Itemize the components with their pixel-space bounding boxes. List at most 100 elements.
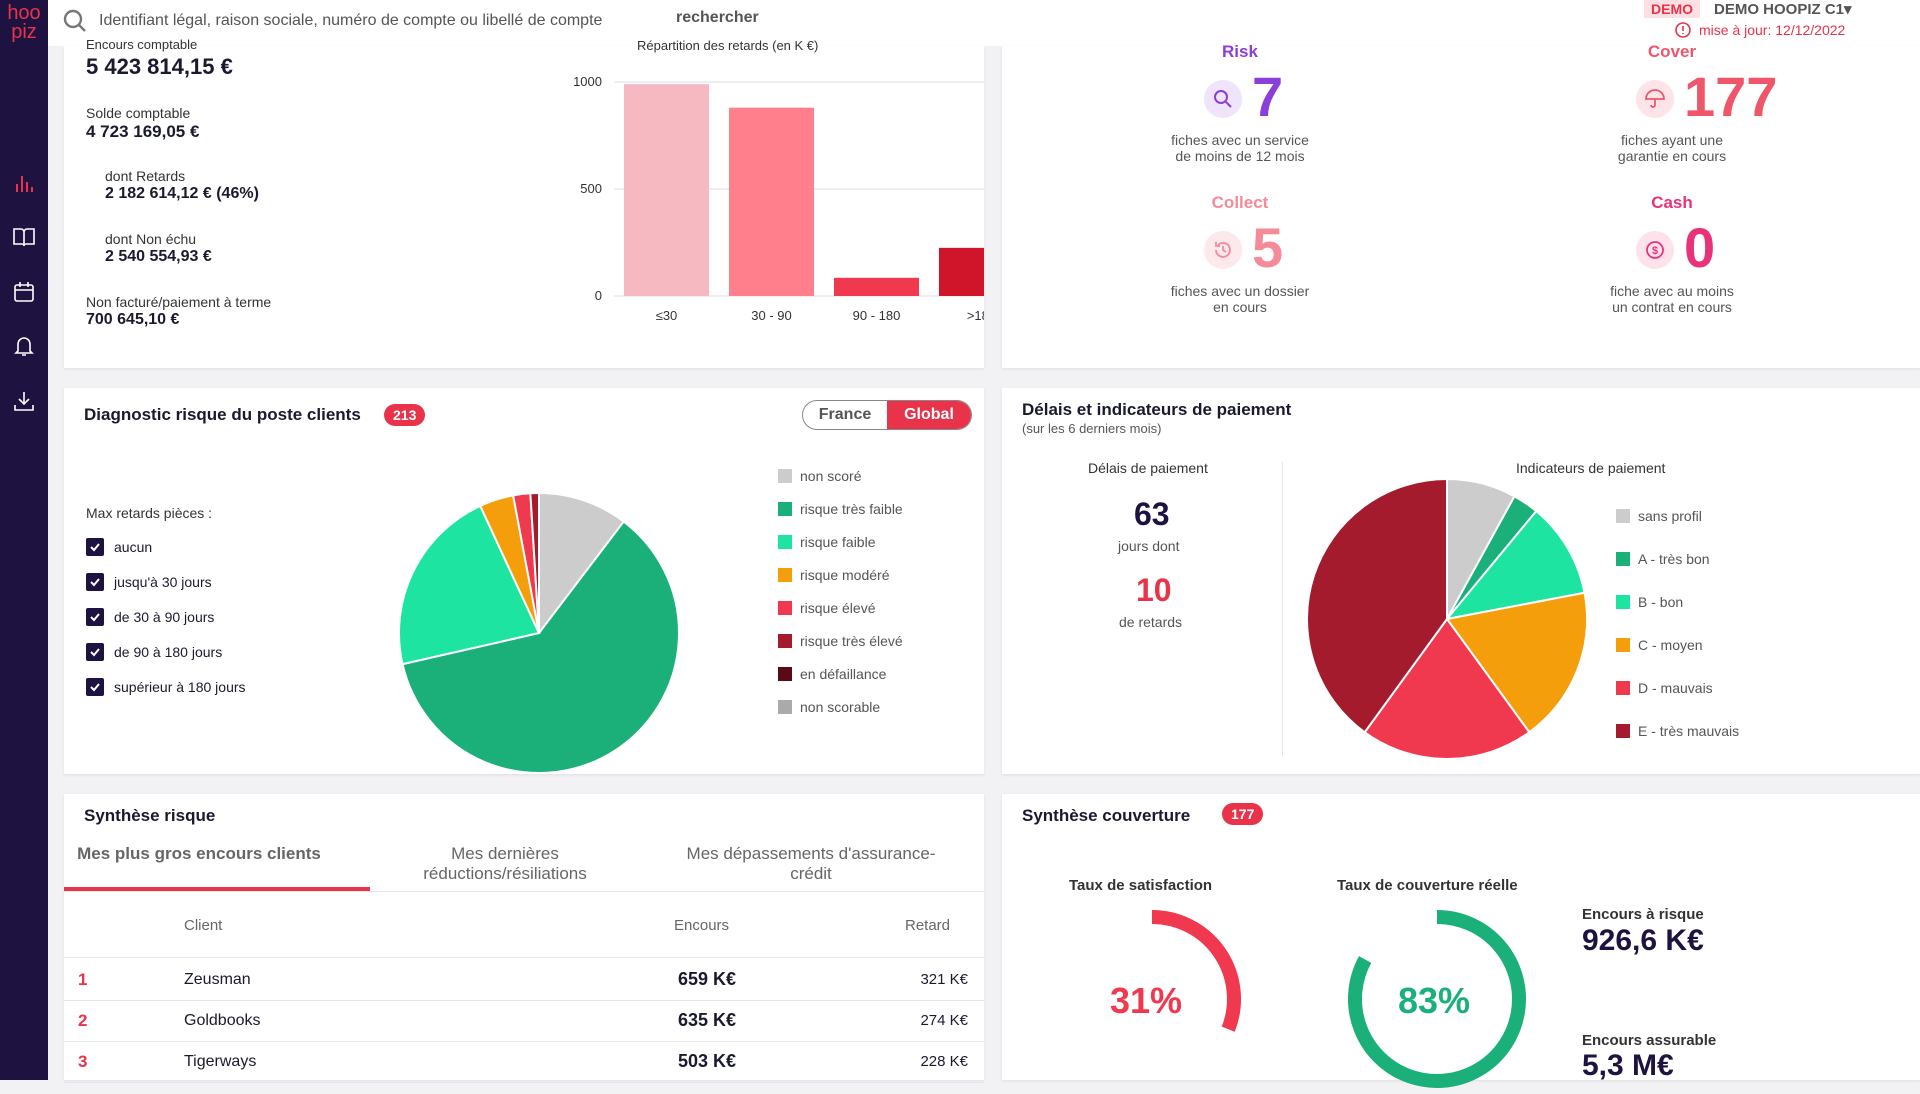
bell-icon[interactable]	[6, 328, 42, 364]
synthese-risque-title: Synthèse risque	[84, 806, 216, 825]
gauge-arc	[1348, 910, 1526, 1088]
checkbox[interactable]	[86, 538, 104, 556]
nonechu-label: dont Non échu	[105, 231, 197, 247]
search-input[interactable]	[99, 9, 699, 33]
tab-depassements[interactable]: Mes dépassements d'assurance-crédit	[686, 844, 936, 883]
toggle-global[interactable]: Global	[887, 401, 971, 429]
kpi-value[interactable]: 177	[1684, 65, 1778, 128]
bar[interactable]	[834, 277, 919, 296]
satisfaction-gauge	[1151, 910, 1241, 1032]
legend-swatch	[1616, 724, 1630, 738]
retards-label: dont Retards	[105, 168, 186, 184]
legend-swatch	[778, 601, 792, 615]
solde-label: Solde comptable	[86, 105, 191, 121]
legend-item[interactable]: C - moyen	[1616, 637, 1703, 653]
bar-chart: 0 500 1000 ≤30 30 - 90 90 - 180 >180	[573, 74, 984, 323]
umbrella-icon	[1636, 80, 1674, 118]
legend-item[interactable]: A - très bon	[1616, 551, 1710, 567]
filter-checkbox-row[interactable]: supérieur à 180 jours	[86, 678, 246, 696]
account-selector[interactable]: DEMO HOOPIZ C1▾	[1714, 1, 1852, 18]
delais-late: 10	[1136, 572, 1172, 608]
row-client[interactable]: Goldbooks	[184, 1012, 261, 1029]
pie-slice[interactable]	[398, 504, 541, 666]
table-row[interactable]: 2 Goldbooks 635 K€ 274 K€	[64, 1001, 984, 1042]
filter-checkbox-row[interactable]: jusqu'à 30 jours	[86, 573, 212, 591]
diagnostic-title: Diagnostic risque du poste clients	[84, 405, 361, 424]
legend-swatch	[778, 535, 792, 549]
pie-slice[interactable]	[1306, 477, 1448, 734]
bar[interactable]	[729, 107, 814, 297]
col-encours: Encours	[674, 917, 730, 934]
legend-item[interactable]: sans profil	[1616, 508, 1702, 524]
row-encours: 503 K€	[677, 1051, 736, 1071]
kpi-value[interactable]: 5	[1252, 216, 1284, 279]
toggle-france[interactable]: France	[818, 406, 872, 423]
legend-swatch	[1616, 509, 1630, 523]
filter-checkbox-row[interactable]: aucun	[86, 538, 152, 556]
pie-slice[interactable]	[1363, 617, 1531, 760]
pie-slice[interactable]	[1445, 591, 1588, 734]
kpi-description: fiches ayant une garantie en cours	[1617, 132, 1727, 164]
legend-item[interactable]: risque très élevé	[778, 633, 903, 649]
encours-assurable-label: Encours assurable	[1582, 1032, 1717, 1049]
legend-label: sans profil	[1638, 508, 1702, 524]
legend-item[interactable]: non scoré	[778, 468, 861, 484]
pie-slice[interactable]	[538, 491, 626, 636]
filter-checkbox-row[interactable]: de 30 à 90 jours	[86, 608, 214, 626]
legend-item[interactable]: risque modéré	[778, 567, 890, 583]
checkbox[interactable]	[86, 573, 104, 591]
y-tick-label: 500	[580, 181, 602, 196]
pie-slice[interactable]	[529, 491, 540, 634]
legend-label: E - très mauvais	[1638, 723, 1740, 739]
bar[interactable]	[939, 247, 984, 296]
bar[interactable]	[624, 84, 709, 296]
top-bar: rechercher DEMO DEMO HOOPIZ C1▾ mise à j…	[48, 0, 1920, 46]
row-encours: 659 K€	[677, 969, 736, 989]
legend-swatch	[1616, 681, 1630, 695]
legend-item[interactable]: en défaillance	[778, 666, 886, 682]
delais-days: 63	[1134, 496, 1170, 532]
legend-item[interactable]: non scorable	[778, 699, 880, 715]
table-row[interactable]: 3 Tigerways 503 K€ 228 K€	[64, 1042, 984, 1083]
history-icon	[1204, 231, 1242, 269]
chart-icon[interactable]	[6, 165, 42, 201]
legend-label: D - mauvais	[1638, 680, 1713, 696]
legend-item[interactable]: D - mauvais	[1616, 680, 1713, 696]
legend-item[interactable]: risque élevé	[778, 600, 876, 616]
legend-item[interactable]: risque faible	[778, 534, 876, 550]
tab-gros-encours[interactable]: Mes plus gros encours clients	[77, 844, 321, 863]
legend-item[interactable]: E - très mauvais	[1616, 723, 1739, 739]
row-client[interactable]: Zeusman	[184, 971, 251, 988]
pie-slice[interactable]	[401, 520, 680, 774]
row-client[interactable]: Tigerways	[184, 1053, 257, 1070]
legend-label: en défaillance	[800, 666, 887, 682]
app-logo[interactable]: hoopiz	[7, 2, 41, 43]
satisfaction-label: Taux de satisfaction	[1069, 877, 1213, 894]
legend-item[interactable]: B - bon	[1616, 594, 1683, 610]
kpi-value[interactable]: 0	[1684, 216, 1716, 279]
row-rank: 2	[78, 1011, 88, 1030]
delais-subtitle: (sur les 6 derniers mois)	[1022, 421, 1162, 436]
search-button[interactable]: rechercher	[676, 9, 759, 26]
download-icon[interactable]	[6, 383, 42, 419]
calendar-icon[interactable]	[6, 274, 42, 310]
legend-swatch	[778, 502, 792, 516]
filter-checkbox-row[interactable]: de 90 à 180 jours	[86, 643, 222, 661]
bar-chart-title: Répartition des retards (en K €)	[637, 38, 819, 53]
nonechu-value: 2 540 554,93 €	[105, 248, 212, 265]
row-rank: 3	[78, 1052, 88, 1071]
tab-reductions[interactable]: Mes dernières réductions/résiliations	[423, 844, 587, 883]
couverture-gauge	[1348, 910, 1526, 1088]
legend-item[interactable]: risque très faible	[778, 501, 903, 517]
diagnostic-count-badge: 213	[384, 404, 426, 426]
checkbox[interactable]	[86, 608, 104, 626]
legend-label: A - très bon	[1638, 551, 1710, 567]
pie-slice[interactable]	[1444, 509, 1586, 621]
checkbox[interactable]	[86, 678, 104, 696]
table-row[interactable]: 1 Zeusman 659 K€ 321 K€	[64, 960, 984, 1001]
filter-label: de 90 à 180 jours	[114, 644, 223, 660]
x-tick-label: 90 - 180	[853, 308, 901, 323]
book-icon[interactable]	[6, 219, 42, 255]
checkbox[interactable]	[86, 643, 104, 661]
kpi-value[interactable]: 7	[1252, 65, 1284, 128]
